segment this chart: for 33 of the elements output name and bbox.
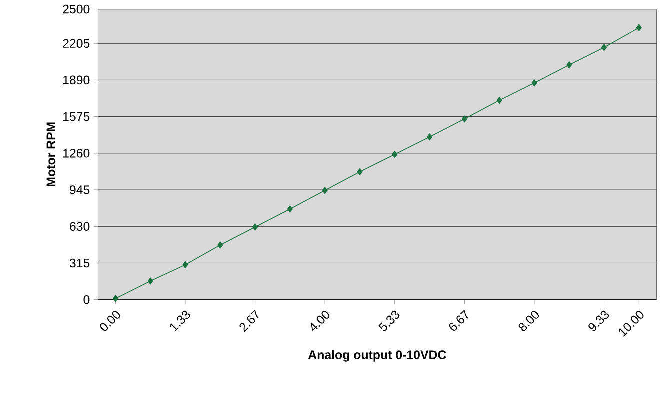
x-axis-title: Analog output 0-10VDC (308, 350, 446, 362)
y-tick-label: 2500 (63, 4, 90, 14)
y-axis-title: Motor RPM (46, 122, 56, 186)
point (566, 61, 572, 69)
y-tick-label: 630 (70, 222, 90, 231)
point (148, 278, 154, 285)
x-tick-label: 8.00 (518, 310, 540, 332)
x-tick-label: 6.67 (449, 310, 468, 331)
point (357, 168, 363, 176)
y-tick-label: 315 (70, 258, 90, 268)
point (427, 134, 433, 141)
x-tick-label: 4.00 (311, 310, 330, 331)
point (496, 96, 502, 104)
point (462, 116, 468, 123)
x-tick-label: 9.33 (588, 310, 610, 332)
point (636, 24, 642, 32)
point (182, 261, 188, 268)
point (602, 44, 607, 52)
point (532, 79, 538, 87)
point (112, 295, 118, 302)
y-tick-label: 1260 (64, 148, 90, 158)
y-tick-label: 945 (70, 186, 90, 194)
y-tick-label: 1890 (64, 76, 90, 84)
x-tick-label: 0.00 (100, 310, 120, 332)
point (252, 224, 258, 231)
point (322, 187, 328, 194)
x-tick-label: 5.33 (378, 310, 400, 332)
point (287, 206, 293, 213)
y-tick-label: 2205 (63, 39, 90, 48)
y-tick-label: 1575 (64, 112, 90, 122)
point (218, 242, 224, 249)
y-tick-label: 0 (84, 295, 90, 304)
point (392, 150, 398, 158)
